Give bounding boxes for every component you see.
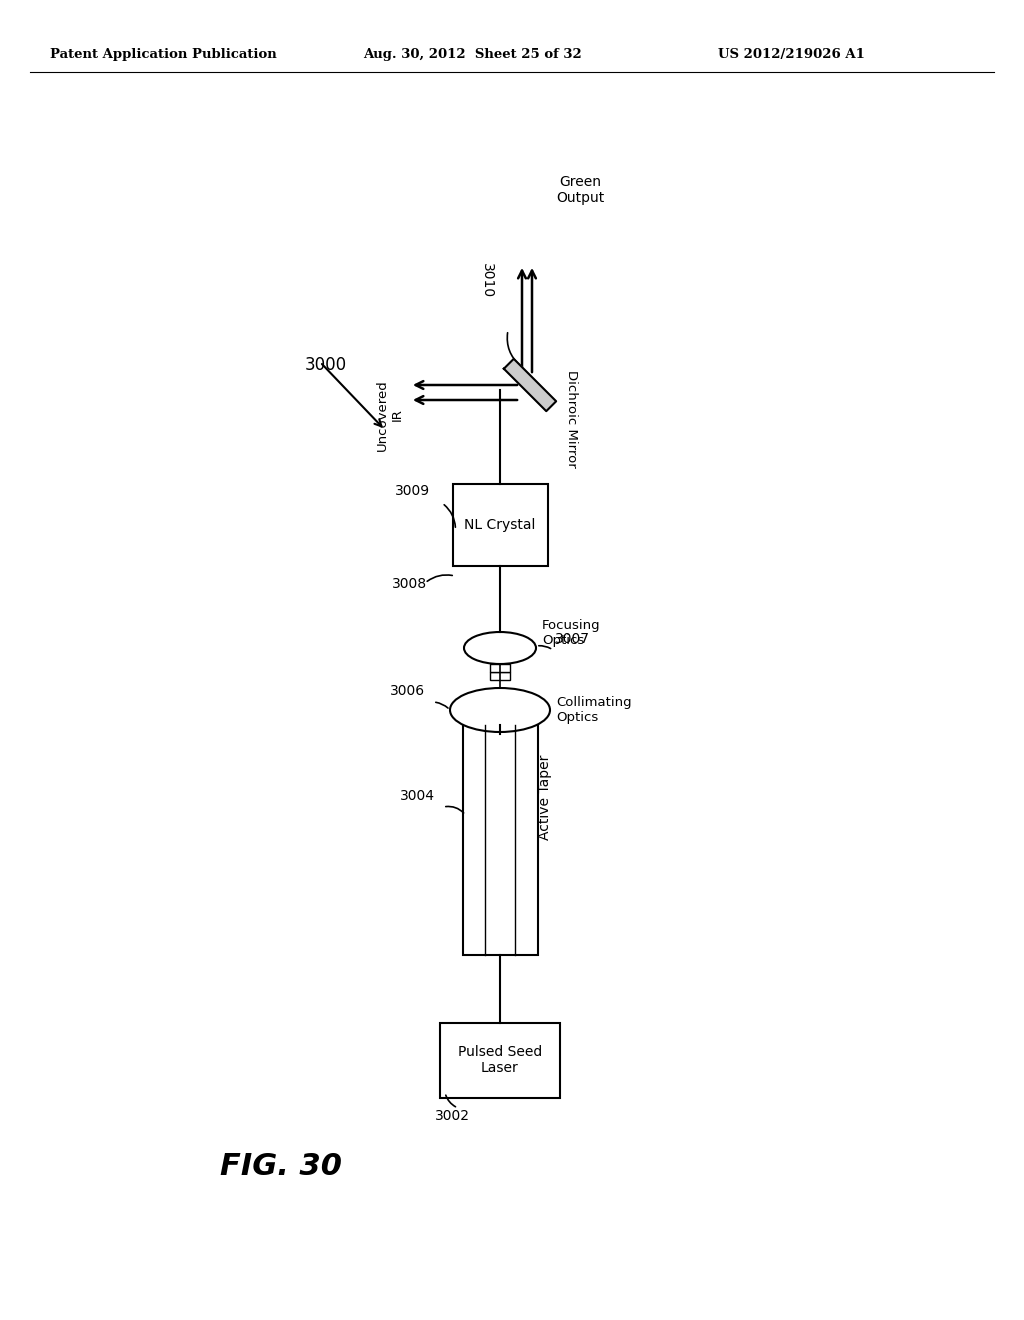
- Text: Uncovered
IR: Uncovered IR: [376, 379, 404, 451]
- Text: US 2012/219026 A1: US 2012/219026 A1: [718, 48, 865, 61]
- Bar: [490, 672, 510, 680]
- Text: Green
Output: Green Output: [556, 174, 604, 205]
- Text: Collimating
Optics: Collimating Optics: [556, 696, 632, 723]
- Bar: [453, 484, 548, 566]
- Text: Active Taper: Active Taper: [539, 755, 553, 840]
- Text: 3009: 3009: [395, 484, 430, 498]
- Text: FIG. 30: FIG. 30: [220, 1152, 342, 1181]
- Polygon shape: [504, 359, 556, 411]
- Text: 3002: 3002: [435, 1109, 470, 1123]
- Text: 3010: 3010: [480, 263, 494, 298]
- Bar: [440, 1023, 560, 1097]
- Bar: [490, 664, 510, 672]
- Ellipse shape: [450, 688, 550, 733]
- Text: Focusing
Optics: Focusing Optics: [542, 619, 601, 647]
- Text: Pulsed Seed
Laser: Pulsed Seed Laser: [458, 1045, 542, 1074]
- Text: 3004: 3004: [400, 789, 435, 803]
- Ellipse shape: [464, 632, 536, 664]
- Text: NL Crystal: NL Crystal: [464, 517, 536, 532]
- Text: Patent Application Publication: Patent Application Publication: [50, 48, 276, 61]
- Text: Aug. 30, 2012  Sheet 25 of 32: Aug. 30, 2012 Sheet 25 of 32: [362, 48, 582, 61]
- Text: Dichroic Mirror: Dichroic Mirror: [565, 370, 579, 467]
- Bar: [463, 725, 538, 954]
- Text: 3006: 3006: [390, 684, 425, 698]
- Text: 3000: 3000: [305, 356, 347, 374]
- Text: 3007: 3007: [555, 632, 590, 645]
- Text: 3008: 3008: [392, 577, 427, 591]
